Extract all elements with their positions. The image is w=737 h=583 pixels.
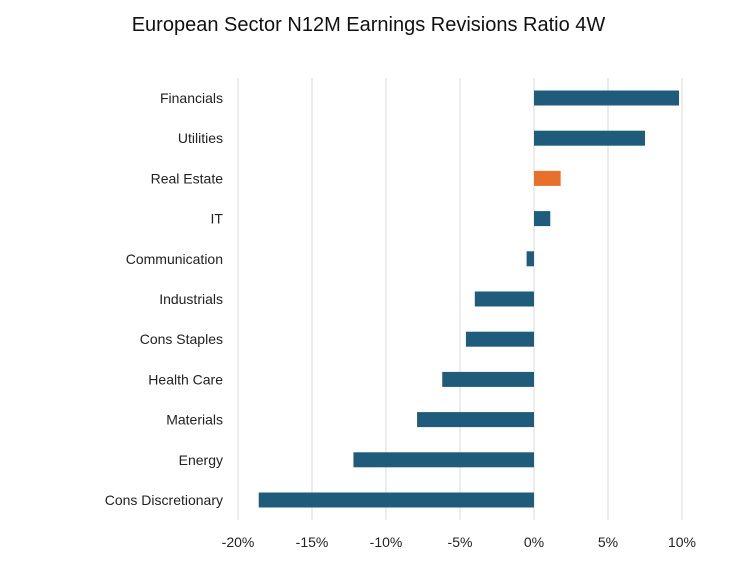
bar-communication [526, 251, 534, 267]
x-tick-labels: -20% -15% -10% -5% 0% 5% 10% [222, 534, 696, 550]
category-label-utilities: Utilities [178, 130, 223, 146]
bar-real-estate [534, 170, 561, 186]
x-tick-label: -15% [296, 534, 329, 550]
category-label-energy: Energy [179, 452, 223, 468]
category-label-materials: Materials [166, 412, 223, 428]
category-label-cons-staples: Cons Staples [140, 331, 223, 347]
x-tick-label: -5% [448, 534, 473, 550]
x-tick-label: -10% [370, 534, 403, 550]
bar-industrials [474, 291, 534, 307]
bar-materials [417, 412, 534, 428]
bar-it [534, 211, 551, 227]
chart-title: European Sector N12M Earnings Revisions … [131, 14, 606, 36]
bar-cons-discretionary [258, 492, 534, 508]
x-tick-label: 5% [598, 534, 618, 550]
category-label-cons-discretionary: Cons Discretionary [105, 492, 223, 508]
category-label-communication: Communication [126, 251, 223, 267]
category-label-it: IT [211, 211, 224, 227]
bar-financials [534, 90, 680, 106]
category-label-health-care: Health Care [148, 371, 223, 387]
bar-cons-staples [465, 331, 534, 347]
category-label-industrials: Industrials [159, 291, 223, 307]
category-label-real-estate: Real Estate [151, 170, 224, 186]
category-label-financials: Financials [160, 90, 223, 106]
bar-energy [353, 452, 534, 468]
category-labels: Financials Utilities Real Estate IT Communic… [105, 90, 224, 508]
bars [258, 90, 680, 508]
x-tick-label: -20% [222, 534, 255, 550]
bar-utilities [534, 130, 645, 146]
x-tick-label: 0% [524, 534, 544, 550]
x-tick-label: 10% [668, 534, 696, 550]
bar-health-care [442, 371, 534, 387]
